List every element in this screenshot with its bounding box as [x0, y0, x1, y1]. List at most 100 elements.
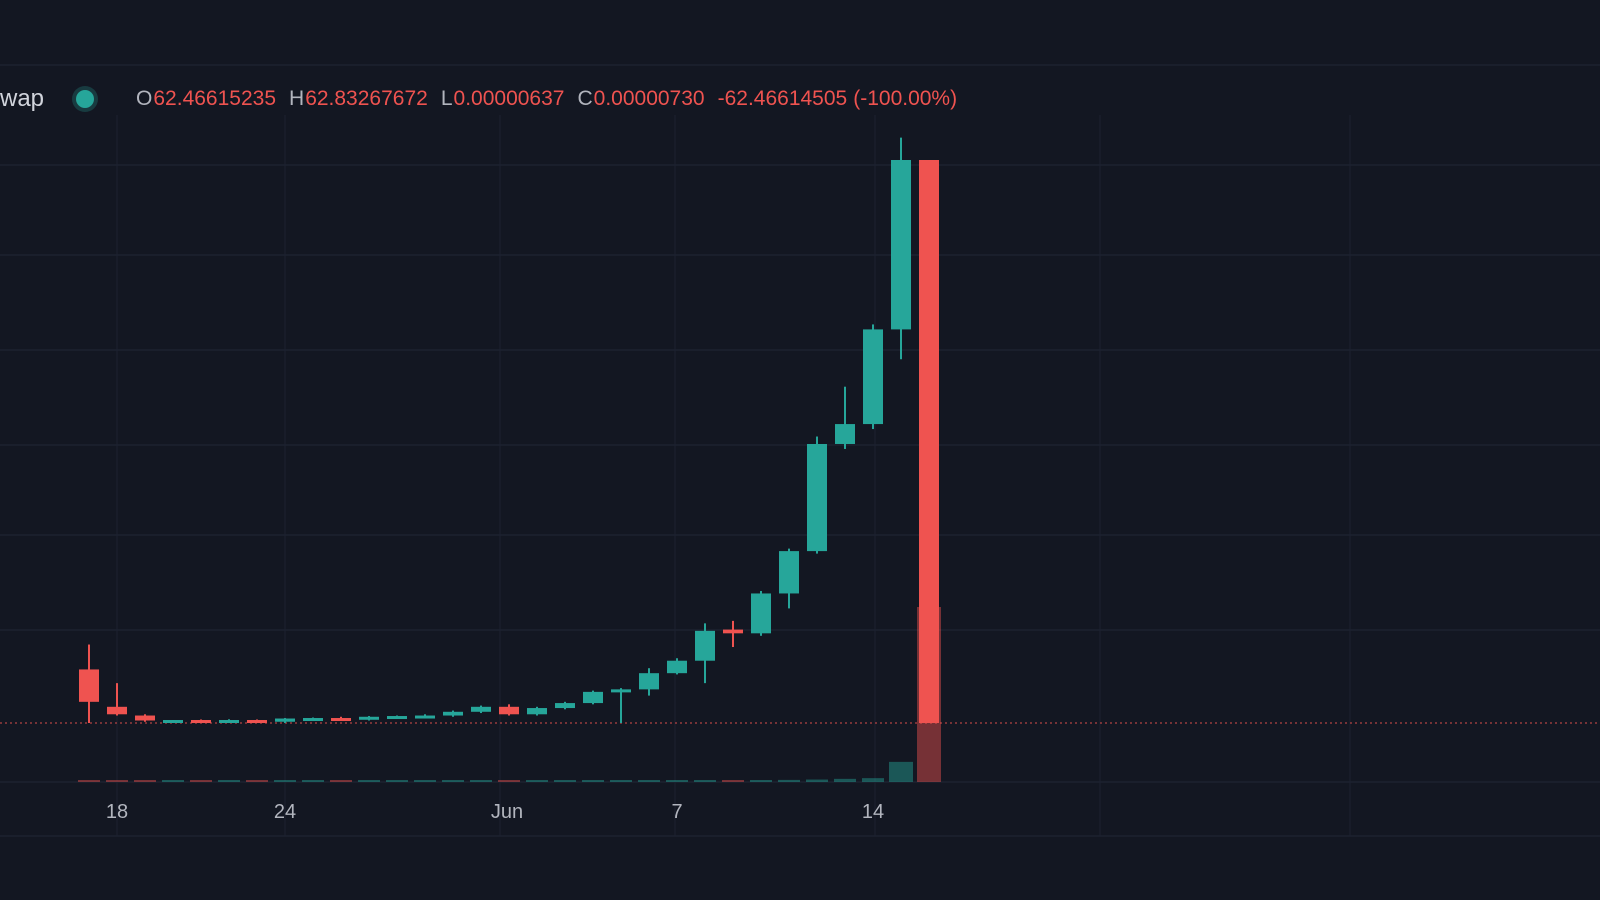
candle[interactable]: [751, 590, 771, 636]
volume-bars: [78, 607, 941, 782]
candle-body: [471, 706, 491, 712]
candle-body: [667, 660, 687, 674]
candle-body: [863, 329, 883, 425]
candle-body: [107, 706, 127, 715]
volume-bar: [162, 780, 184, 782]
volume-bar: [414, 780, 436, 782]
candle[interactable]: [779, 548, 799, 609]
candle[interactable]: [135, 714, 155, 722]
low-value: 0.00000637: [453, 87, 565, 110]
candle-body: [443, 711, 463, 716]
candle[interactable]: [79, 644, 99, 723]
candle-body: [919, 160, 939, 723]
x-tick-label: 7: [671, 801, 682, 823]
candle[interactable]: [303, 717, 323, 722]
change-percent: (-100.00%): [853, 87, 958, 110]
candle-body: [79, 669, 99, 702]
volume-bar: [889, 761, 913, 782]
candle[interactable]: [695, 623, 715, 684]
volume-bar: [358, 780, 380, 782]
candle-body: [583, 691, 603, 704]
volume-bar: [638, 780, 660, 782]
volume-bar: [386, 780, 408, 782]
high-label: H: [289, 87, 305, 110]
volume-bar: [106, 780, 128, 782]
candle-body: [723, 629, 743, 634]
close-label: C: [577, 87, 593, 110]
volume-bar: [806, 779, 828, 782]
candles: [79, 137, 939, 724]
x-axis-labels: 18 24 Jun 7 14: [106, 801, 884, 823]
candle[interactable]: [443, 710, 463, 717]
candle[interactable]: [163, 720, 183, 724]
x-tick-label: 14: [862, 801, 884, 823]
candle-body: [359, 716, 379, 720]
candle[interactable]: [555, 701, 575, 710]
volume-bar: [582, 780, 604, 782]
volume-bar: [190, 780, 212, 782]
candle[interactable]: [191, 719, 211, 724]
volume-bar: [694, 780, 716, 782]
volume-bar: [78, 780, 100, 782]
candle[interactable]: [499, 704, 519, 716]
candle-body: [135, 715, 155, 721]
candle[interactable]: [611, 688, 631, 723]
candle-body: [219, 720, 239, 724]
candle-body: [779, 551, 799, 594]
candle-body: [807, 443, 827, 552]
volume-bar: [666, 780, 688, 782]
candle-body: [303, 718, 323, 722]
candle-body: [639, 673, 659, 690]
candle[interactable]: [219, 719, 239, 724]
volume-bar: [218, 780, 240, 782]
volume-bar: [498, 780, 520, 782]
x-tick-label: Jun: [491, 801, 523, 823]
volume-bar: [834, 778, 856, 782]
volume-bar: [554, 780, 576, 782]
candle[interactable]: [723, 620, 743, 648]
volume-bar: [274, 780, 296, 782]
candle[interactable]: [415, 714, 435, 719]
candle[interactable]: [527, 706, 547, 716]
candle[interactable]: [583, 690, 603, 705]
volume-bar: [526, 780, 548, 782]
change-value: -62.46614505: [717, 87, 848, 110]
volume-bar: [330, 780, 352, 782]
candle[interactable]: [331, 716, 351, 722]
candle[interactable]: [639, 668, 659, 696]
candle[interactable]: [667, 658, 687, 675]
candle[interactable]: [863, 324, 883, 430]
volume-bar: [778, 779, 800, 782]
open-value: 62.46615235: [153, 87, 277, 110]
candle-body: [191, 720, 211, 724]
volume-bar: [722, 780, 744, 782]
candle[interactable]: [835, 386, 855, 449]
candle[interactable]: [247, 719, 267, 724]
candle-body: [415, 715, 435, 719]
symbol-name[interactable]: wap: [0, 85, 45, 112]
volume-bar: [862, 778, 884, 782]
x-tick-label: 18: [106, 801, 128, 823]
candle[interactable]: [359, 716, 379, 721]
candle[interactable]: [107, 683, 127, 716]
candle-body: [695, 630, 715, 661]
x-tick-label: 24: [274, 801, 296, 823]
candle[interactable]: [471, 705, 491, 714]
candle-body: [247, 720, 267, 724]
candle[interactable]: [275, 718, 295, 723]
candle-body: [499, 706, 519, 715]
candle-body: [527, 708, 547, 715]
low-label: L: [440, 87, 453, 110]
candle[interactable]: [387, 715, 407, 720]
chart-grid: [0, 64, 1600, 837]
market-status-dot-icon: [76, 90, 95, 108]
candle-body: [835, 424, 855, 444]
open-label: O: [136, 87, 153, 110]
candle[interactable]: [891, 137, 911, 360]
volume-bar: [302, 780, 324, 782]
candle[interactable]: [807, 436, 827, 554]
candle[interactable]: [919, 160, 939, 723]
candle-body: [751, 593, 771, 634]
volume-bar: [610, 780, 632, 782]
